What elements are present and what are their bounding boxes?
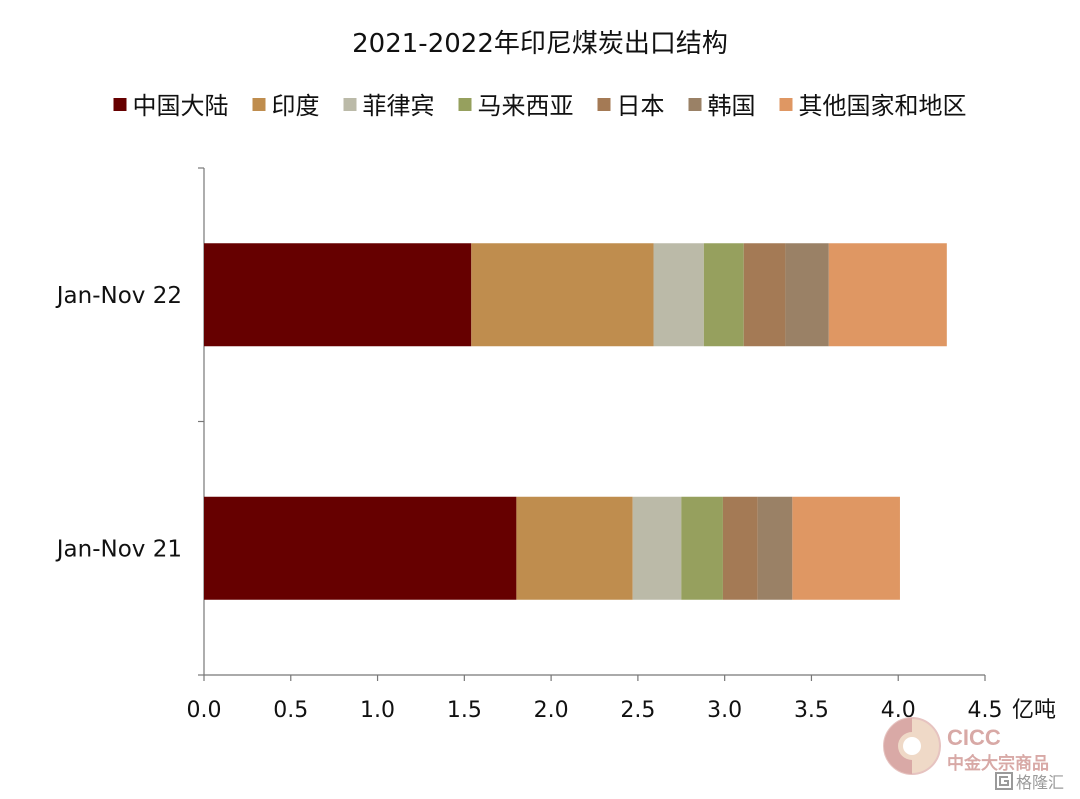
- bar-segment: [471, 243, 654, 347]
- legend-label: 中国大陆: [133, 92, 229, 120]
- legend-label: 日本: [617, 92, 665, 120]
- legend: 中国大陆 印度 菲律宾 马来西亚 日本 韩国 其他国家和地区: [113, 92, 967, 120]
- legend-label: 韩国: [708, 92, 756, 120]
- unit-label: 亿吨: [1012, 698, 1056, 723]
- x-tick-label: 1.0: [360, 698, 395, 723]
- legend-swatch: [779, 98, 793, 111]
- legend-item: 菲律宾: [343, 92, 435, 120]
- legend-label: 其他国家和地区: [799, 92, 967, 120]
- legend-item: 印度: [252, 92, 320, 120]
- legend-swatch: [113, 98, 127, 111]
- legend-item: 中国大陆: [113, 92, 229, 120]
- x-tick-label: 0.0: [187, 698, 222, 723]
- bar-segment: [722, 496, 758, 600]
- bar-segment: [204, 243, 472, 347]
- legend-swatch: [252, 98, 266, 111]
- cicc-logo-icon: [883, 717, 941, 775]
- x-tick-label: 2.5: [620, 698, 655, 723]
- legend-item: 韩国: [688, 92, 756, 120]
- legend-item: 其他国家和地区: [779, 92, 967, 120]
- x-tick-label: 2.0: [534, 698, 569, 723]
- legend-item: 日本: [597, 92, 665, 120]
- bar-segment: [632, 496, 682, 600]
- bar-segment: [653, 243, 704, 347]
- legend-swatch: [343, 98, 357, 111]
- x-tick-label: 1.5: [447, 698, 482, 723]
- category-label: Jan-Nov 22: [55, 283, 182, 309]
- bar-segment: [792, 496, 900, 600]
- bar-segment: [828, 243, 947, 347]
- bar-segment: [204, 496, 517, 600]
- legend-label: 马来西亚: [478, 92, 574, 120]
- legend-item: 马来西亚: [458, 92, 574, 120]
- watermark: CICC 中金大宗商品 格隆汇: [883, 717, 1064, 792]
- bar-segment: [785, 243, 829, 347]
- x-tick-label: 0.5: [273, 698, 308, 723]
- category-label: Jan-Nov 21: [55, 536, 182, 562]
- legend-label: 印度: [272, 92, 320, 120]
- bar-segment: [681, 496, 723, 600]
- legend-swatch: [688, 98, 702, 111]
- bar-segment: [757, 496, 793, 600]
- watermark-subtitle: 中金大宗商品: [947, 753, 1049, 774]
- x-tick-labels: 0.0 0.5 1.0 1.5 2.0 2.5 3.0 3.5 4.0 4.5: [187, 698, 1003, 723]
- x-tick-label: 4.5: [968, 698, 1003, 723]
- bars: [204, 243, 947, 600]
- watermark-platform: 格隆汇: [1016, 773, 1064, 792]
- legend-label: 菲律宾: [363, 92, 435, 120]
- bar-segment: [743, 243, 786, 347]
- bar-segment: [516, 496, 633, 600]
- chart-title: 2021-2022年印尼煤炭出口结构: [352, 29, 728, 59]
- x-tick-label: 3.5: [794, 698, 829, 723]
- gelonghui-logo-icon: [995, 772, 1013, 790]
- category-labels: Jan-Nov 22 Jan-Nov 21: [55, 283, 182, 563]
- legend-swatch: [597, 98, 611, 111]
- x-tick-label: 3.0: [707, 698, 742, 723]
- watermark-brand: CICC: [947, 725, 1001, 750]
- legend-swatch: [458, 98, 472, 111]
- bar-segment: [703, 243, 744, 347]
